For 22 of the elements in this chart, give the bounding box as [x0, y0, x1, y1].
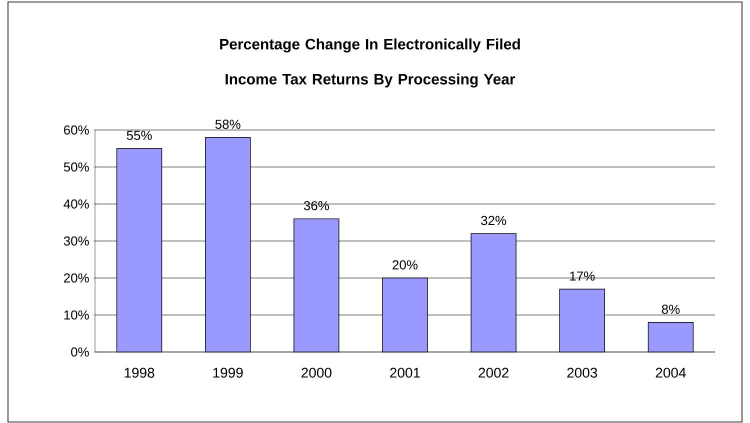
data-label: 58%: [215, 120, 240, 129]
data-label: 32%: [481, 216, 506, 226]
data-label: 20%: [392, 260, 418, 270]
y-tick-label: 40%: [64, 199, 89, 209]
y-tick-label: 20%: [64, 273, 89, 283]
y-tick-label: 30%: [64, 236, 89, 246]
data-label: 36%: [304, 201, 329, 210]
data-label: 17%: [570, 271, 595, 281]
y-tick-label: 60%: [64, 125, 89, 135]
x-tick-label: 2001: [390, 368, 420, 378]
data-label: 55%: [126, 130, 152, 140]
chart-title: Percentage Change In Electronically Filed Income Tax Returns By Processing Year: [220, 38, 520, 88]
x-tick-label: 1998: [124, 368, 154, 378]
y-tick-label: 50%: [64, 162, 89, 172]
x-tick-label: 2002: [478, 368, 508, 378]
data-label: 8%: [662, 304, 680, 314]
x-tick-label: 2000: [302, 368, 332, 378]
x-tick-label: 1999: [213, 368, 243, 378]
y-tick-label: 0%: [71, 347, 89, 357]
x-tick-label: 2004: [656, 368, 686, 378]
x-tick-label: 2003: [567, 368, 598, 378]
y-tick-label: 10%: [64, 310, 89, 320]
